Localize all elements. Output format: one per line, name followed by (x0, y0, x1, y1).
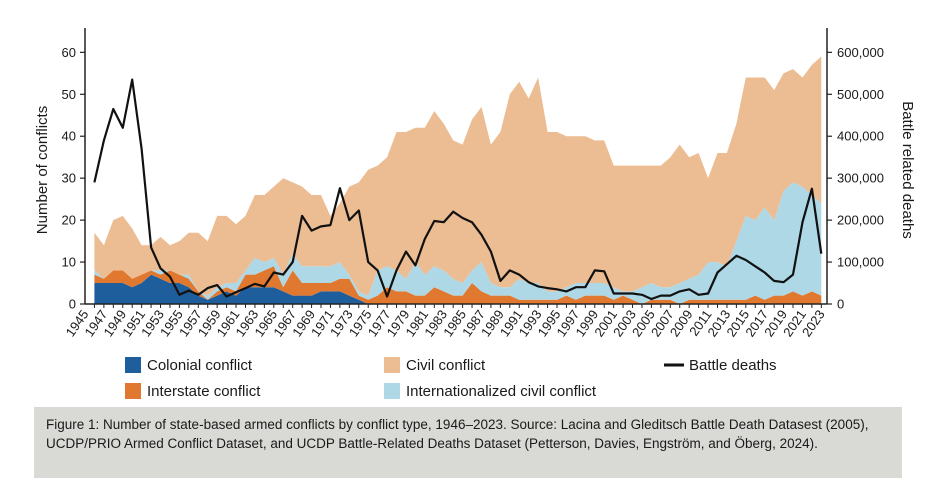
y2-tick-label: 400,000 (837, 129, 884, 144)
y-tick-label: 50 (62, 87, 76, 102)
battle-deaths-line (93, 78, 823, 301)
legend-label: Civil conflict (406, 357, 486, 374)
legend-label: Colonial conflict (147, 357, 253, 374)
y2-tick-label: 600,000 (837, 45, 884, 60)
y2-tick-label: 200,000 (837, 213, 884, 228)
y-axis-title: Number of conflicts (34, 106, 51, 234)
legend-swatch (384, 383, 400, 399)
y-tick-label: 10 (62, 255, 76, 270)
y2-tick-label: 300,000 (837, 171, 884, 186)
area-interstate (94, 266, 822, 304)
y-tick-label: 0 (69, 297, 76, 312)
y-tick-label: 60 (62, 45, 76, 60)
battle-deaths-line-group (93, 78, 823, 301)
legend: Colonial conflict Civil conflict Battle de… (125, 357, 777, 400)
legend-label: Interstate conflict (147, 383, 261, 400)
y2-tick-label: 0 (837, 297, 844, 312)
area-internationalized (94, 182, 822, 304)
y-axis-tick-labels: 0 10 20 30 40 50 60 (62, 45, 76, 312)
y2-axis-tick-labels: 0 100,000 200,000 300,000 400,000 500,000 600,… (837, 45, 884, 312)
conflict-chart: 0 10 20 30 40 50 60 0 100,000 200,000 300,000 400,… (34, 28, 916, 400)
y2-tick-label: 100,000 (837, 255, 884, 270)
legend-label: Internationalized civil conflict (406, 383, 597, 400)
x-axis-tick-labels: 1945194719491951195319551957195919611963… (63, 307, 828, 339)
legend-swatch (384, 357, 400, 373)
area-colonial (94, 274, 822, 304)
y2-axis-title: Battle related deaths (899, 101, 916, 239)
axes (80, 28, 832, 308)
y-tick-label: 30 (62, 171, 76, 186)
stacked-areas (94, 56, 822, 304)
y2-tick-label: 500,000 (837, 87, 884, 102)
legend-label: Battle deaths (689, 357, 777, 374)
legend-swatch (125, 383, 141, 399)
y-tick-label: 20 (62, 213, 76, 228)
y-tick-label: 40 (62, 129, 76, 144)
figure-caption: Figure 1: Number of state-based armed co… (34, 407, 902, 478)
area-civil (94, 56, 822, 296)
legend-swatch (125, 357, 141, 373)
